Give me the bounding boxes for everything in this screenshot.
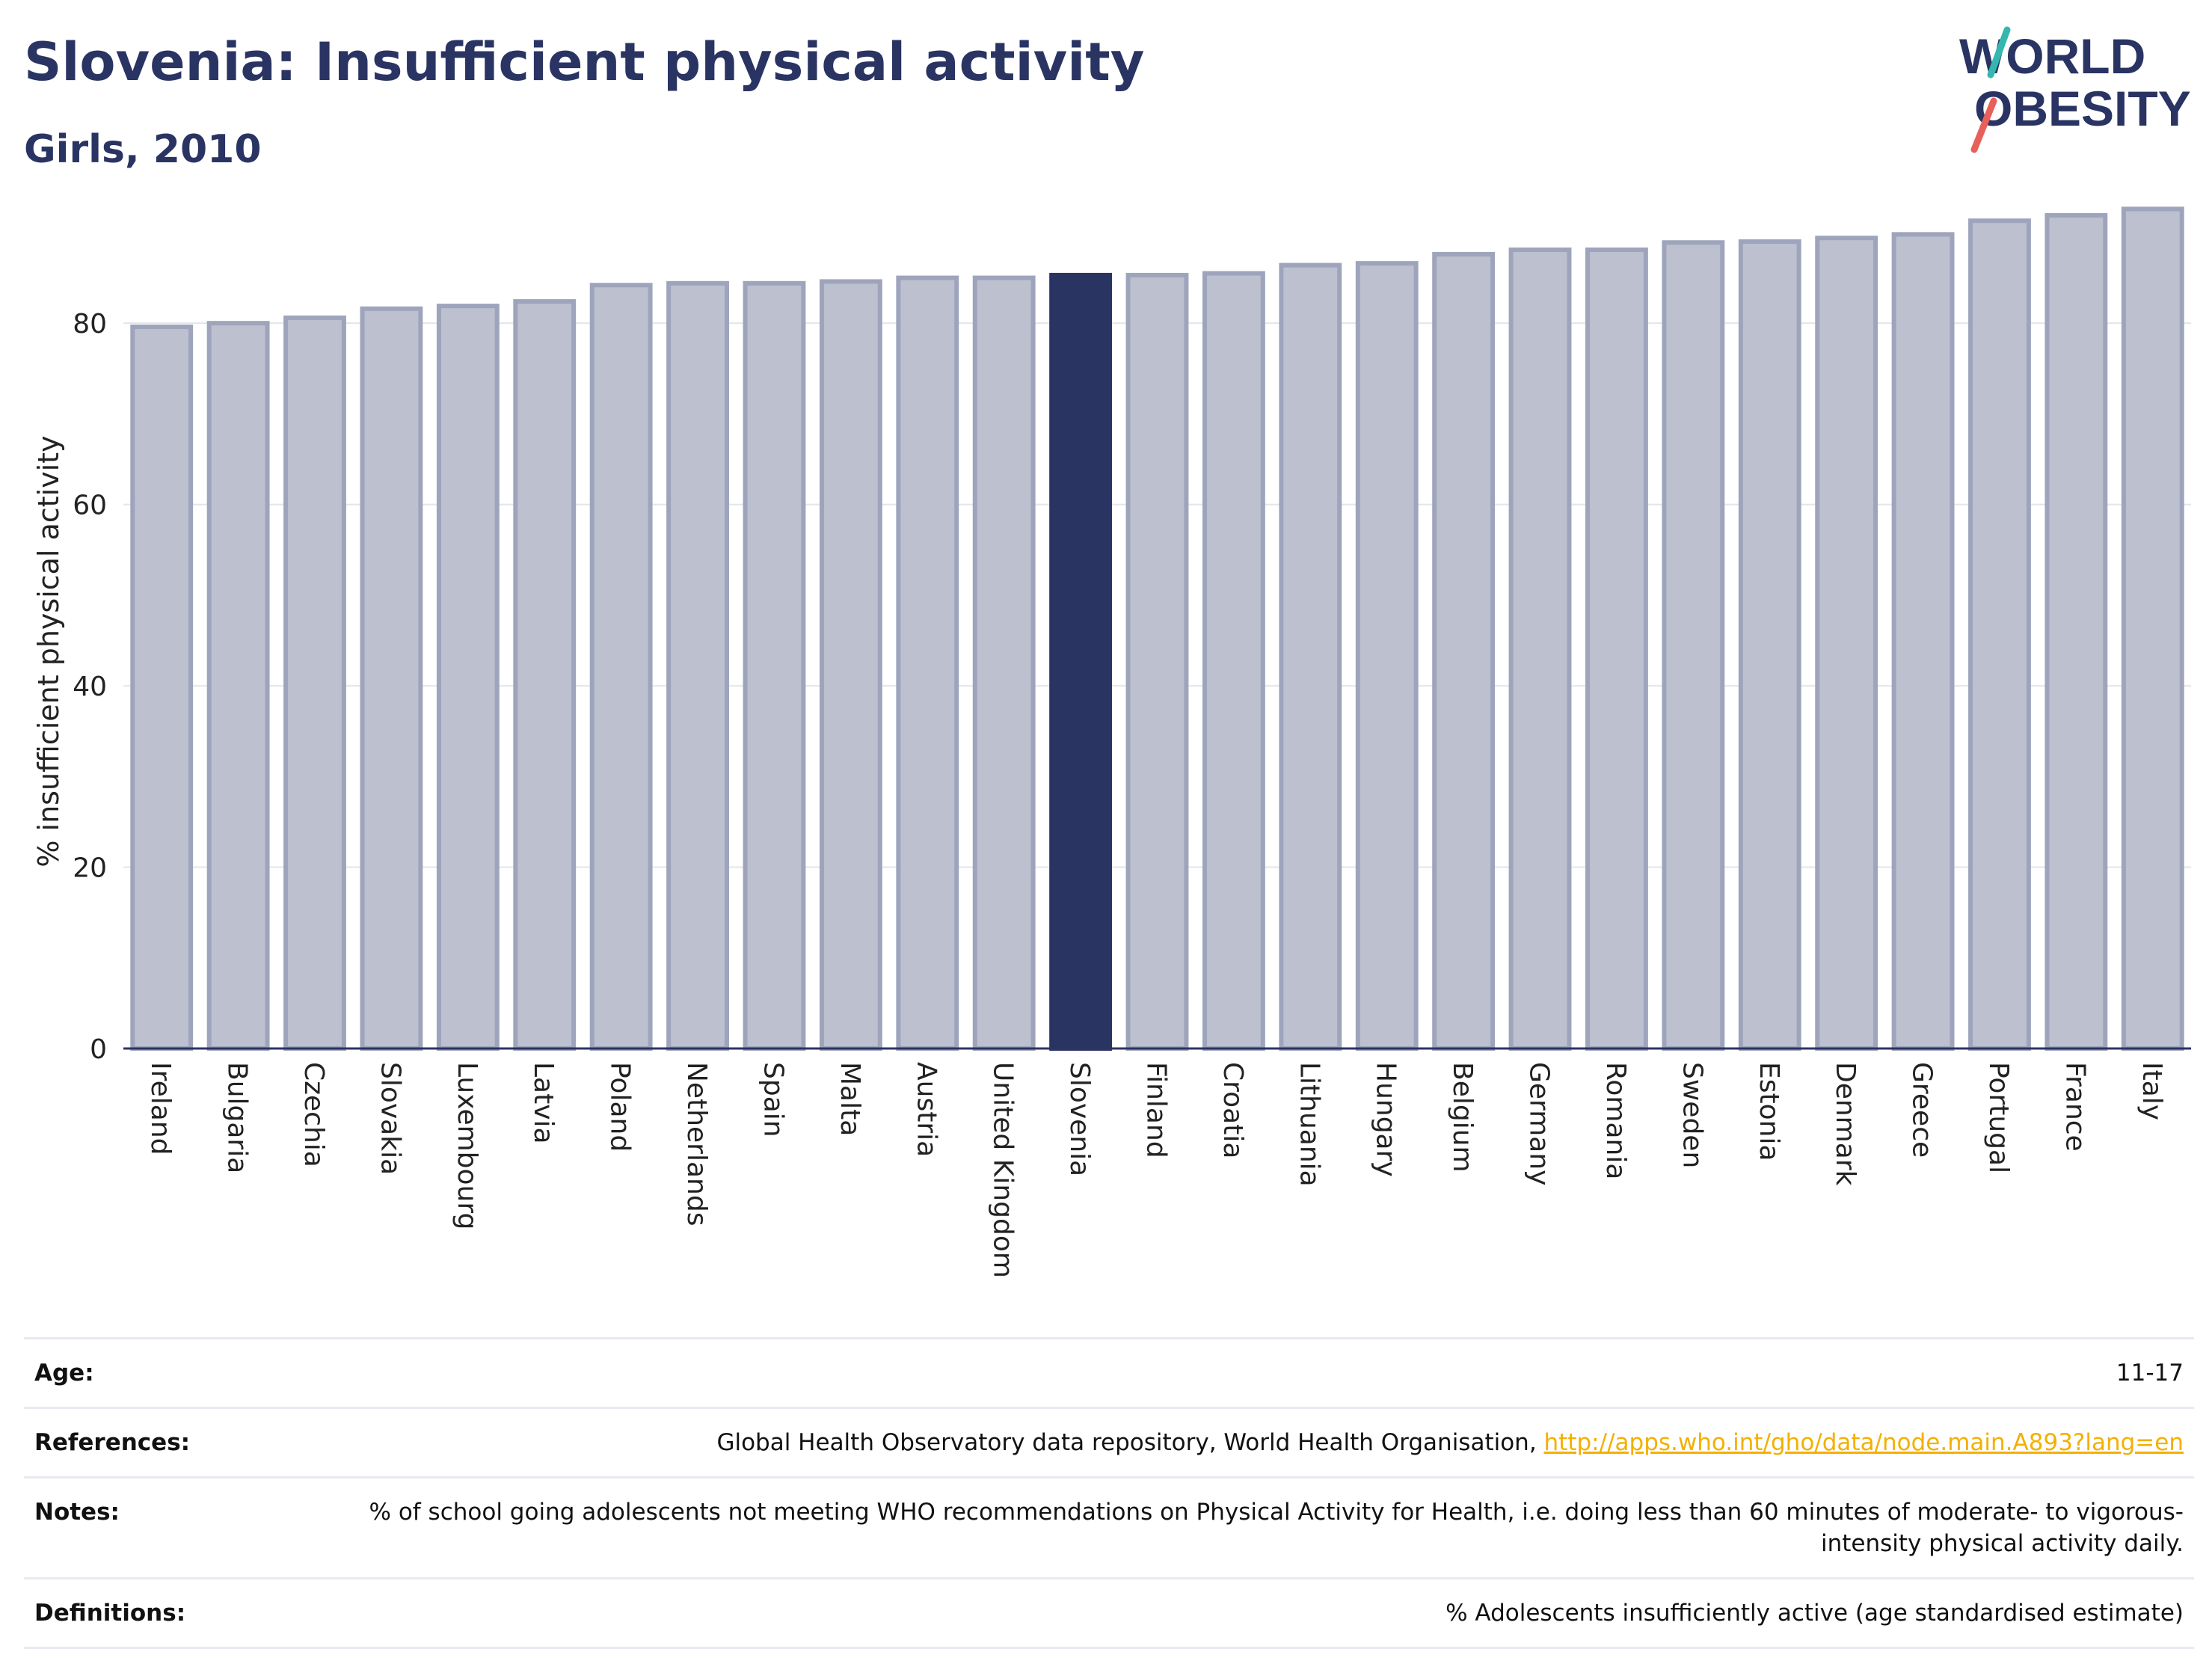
y-tick-label: 40 xyxy=(73,672,107,702)
definitions-label: Definitions: xyxy=(34,1600,186,1627)
bars xyxy=(130,206,2184,1051)
definitions-value: % Adolescents insufficiently active (age… xyxy=(1446,1600,2184,1627)
logo-slash-coral xyxy=(1970,97,1997,153)
x-tick-label: France xyxy=(2059,1062,2090,1152)
bar-portugal xyxy=(1968,218,2031,1051)
logo-word-2: OBESITY xyxy=(1974,81,2191,136)
bar-italy xyxy=(2121,206,2184,1051)
x-tick-label: Romania xyxy=(1600,1062,1631,1179)
bar-latvia xyxy=(513,299,577,1051)
x-tick-label: Italy xyxy=(2136,1062,2167,1120)
meta-row-age: Age: 11-17 xyxy=(24,1337,2194,1407)
x-tick-label: Bulgaria xyxy=(222,1062,253,1173)
x-tick-label: Poland xyxy=(605,1062,636,1152)
meta-row-notes: Notes: % of school going adolescents not… xyxy=(24,1476,2194,1577)
x-tick-label: Hungary xyxy=(1371,1062,1401,1177)
bar-lithuania xyxy=(1279,262,1342,1051)
y-tick-label: 80 xyxy=(73,309,107,340)
notes-label: Notes: xyxy=(34,1499,120,1526)
x-tick-label: Germany xyxy=(1524,1062,1555,1185)
x-tick-label: Latvia xyxy=(528,1062,559,1144)
meta-row-definitions: Definitions: % Adolescents insufficientl… xyxy=(24,1577,2194,1649)
bar-luxembourg xyxy=(436,304,500,1051)
x-tick-label: Slovakia xyxy=(375,1062,405,1175)
references-link[interactable]: http://apps.who.int/gho/data/node.main.A… xyxy=(1543,1429,2184,1456)
bar-united-kingdom xyxy=(972,275,1036,1051)
logo-slash-teal xyxy=(1987,26,2011,79)
y-tick-label: 60 xyxy=(73,491,107,521)
bar-estonia xyxy=(1738,239,1801,1051)
x-tick-label: Spain xyxy=(758,1062,788,1137)
x-tick-label: Luxembourg xyxy=(452,1062,482,1229)
bar-poland xyxy=(589,283,653,1051)
x-tick-label: Malta xyxy=(835,1062,865,1136)
y-tick-label: 0 xyxy=(90,1034,107,1065)
chart-title: Slovenia: Insufficient physical activity xyxy=(24,31,1145,93)
bar-slovakia xyxy=(360,306,423,1051)
world-obesity-logo: WORLD OBESITY xyxy=(1959,26,2191,153)
bar-bulgaria xyxy=(206,321,270,1051)
bar-croatia xyxy=(1202,271,1265,1051)
bar-hungary xyxy=(1355,261,1419,1051)
references-label: References: xyxy=(34,1429,191,1456)
notes-value: % of school going adolescents not meetin… xyxy=(369,1499,2184,1557)
bar-finland xyxy=(1125,272,1189,1051)
age-label: Age: xyxy=(34,1360,94,1387)
age-value: 11-17 xyxy=(2116,1360,2184,1387)
axes: 0 20 40 60 80 xyxy=(73,309,2191,1065)
bar-chart: 0 20 40 60 80 Ireland Bulgaria Czechia Slovakia… xyxy=(32,206,2191,1278)
x-tick-label: Finland xyxy=(1141,1062,1172,1158)
x-tick-label: United Kingdom xyxy=(988,1062,1019,1278)
x-tick-labels: Ireland Bulgaria Czechia Slovakia Luxembourg… xyxy=(145,1062,2167,1278)
y-tick-label: 20 xyxy=(73,853,107,884)
bar-spain xyxy=(743,280,806,1051)
bar-greece xyxy=(1891,232,1955,1051)
bar-sweden xyxy=(1662,240,1725,1051)
x-tick-label: Croatia xyxy=(1217,1062,1248,1158)
bar-slovenia xyxy=(1049,272,1113,1051)
bar-czechia xyxy=(283,315,346,1051)
x-tick-label: Belgium xyxy=(1447,1062,1478,1173)
x-tick-label: Czechia xyxy=(298,1062,329,1167)
chart-subtitle: Girls, 2010 xyxy=(24,127,262,172)
metadata-table: Age: 11-17 References: Global Health Obs… xyxy=(24,1337,2194,1649)
bar-denmark xyxy=(1815,236,1878,1051)
bar-malta xyxy=(819,279,882,1051)
x-tick-label: Sweden xyxy=(1677,1062,1707,1168)
bar-france xyxy=(2044,212,2108,1051)
x-tick-label: Lithuania xyxy=(1294,1062,1324,1187)
references-text: Global Health Observatory data repositor… xyxy=(716,1429,1537,1456)
references-value: Global Health Observatory data repositor… xyxy=(334,1427,2184,1458)
x-tick-label: Portugal xyxy=(1983,1062,2014,1173)
x-tick-label: Austria xyxy=(911,1062,941,1157)
x-tick-label: Denmark xyxy=(1830,1062,1861,1186)
bar-austria xyxy=(896,275,959,1051)
bar-netherlands xyxy=(666,280,729,1051)
x-tick-label: Estonia xyxy=(1754,1062,1784,1161)
meta-row-references: References: Global Health Observatory da… xyxy=(24,1407,2194,1476)
y-axis-label: % insufficient physical activity xyxy=(32,435,65,867)
bar-romania xyxy=(1585,247,1648,1051)
bar-belgium xyxy=(1432,252,1496,1051)
bar-germany xyxy=(1508,247,1572,1051)
bar-ireland xyxy=(130,325,194,1051)
x-tick-label: Greece xyxy=(1907,1062,1938,1158)
x-tick-label: Slovenia xyxy=(1064,1062,1095,1176)
x-tick-label: Netherlands xyxy=(681,1062,712,1226)
x-tick-label: Ireland xyxy=(145,1062,176,1155)
